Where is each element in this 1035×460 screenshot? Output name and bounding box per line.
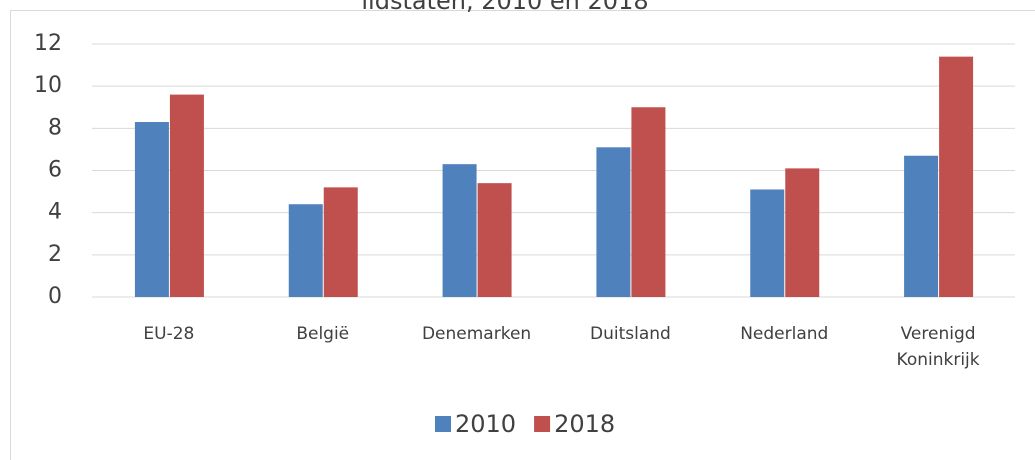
- y-tick-label: 2: [48, 242, 62, 267]
- x-tick-label: EU-28: [143, 324, 195, 344]
- bar: [596, 147, 631, 297]
- bar: [442, 164, 477, 297]
- bar: [288, 204, 323, 297]
- bar: [904, 155, 939, 297]
- x-tick-label: Duitsland: [589, 324, 671, 344]
- bar: [169, 94, 204, 297]
- legend-swatch: [435, 416, 451, 432]
- legend-label: 2018: [554, 410, 615, 438]
- bar: [939, 56, 974, 298]
- x-tick-label: Verenigd Koninkrijk: [896, 324, 980, 370]
- y-tick-label: 4: [48, 200, 62, 225]
- x-tick-label: Denemarken: [421, 324, 532, 344]
- bar: [323, 187, 358, 297]
- bar: [631, 107, 666, 297]
- legend-label: 2010: [455, 410, 516, 438]
- bar: [785, 168, 820, 297]
- y-tick-label: 0: [48, 284, 62, 309]
- x-tick-label: Nederland: [740, 324, 829, 344]
- y-tick-label: 6: [48, 158, 62, 183]
- chart-frame: [10, 10, 1035, 460]
- bar: [750, 189, 785, 297]
- y-tick-label: 12: [34, 31, 62, 56]
- bar: [134, 122, 169, 297]
- bar: [477, 183, 512, 297]
- legend-swatch: [534, 416, 551, 432]
- x-tick-label: België: [296, 324, 350, 344]
- y-tick-label: 8: [48, 115, 62, 140]
- chart-title: lidstaten, 2010 en 2018: [361, 0, 648, 15]
- y-tick-label: 10: [34, 73, 62, 98]
